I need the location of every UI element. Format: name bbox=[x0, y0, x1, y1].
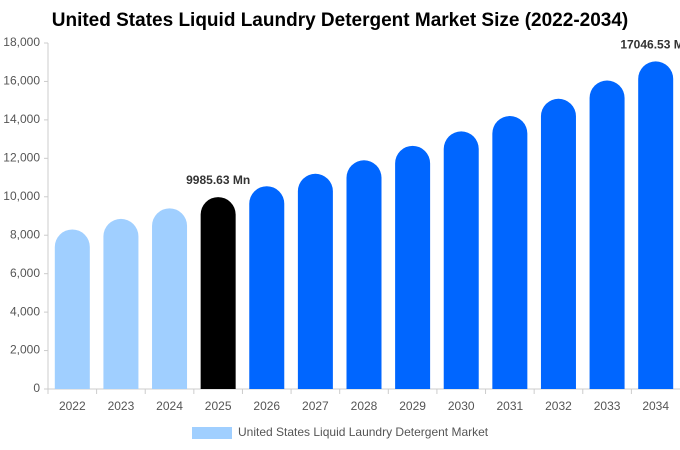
bar bbox=[249, 186, 285, 389]
y-tick-label: 6,000 bbox=[10, 266, 40, 280]
bar bbox=[589, 80, 625, 390]
y-tick-label: 8,000 bbox=[10, 227, 40, 241]
x-tick-label: 2026 bbox=[253, 399, 280, 413]
bar bbox=[103, 218, 139, 389]
y-tick-label: 10,000 bbox=[3, 189, 40, 203]
y-tick-label: 18,000 bbox=[3, 35, 40, 49]
x-tick-label: 2028 bbox=[351, 399, 378, 413]
x-tick-label: 2034 bbox=[642, 399, 669, 413]
bar bbox=[54, 229, 90, 389]
bar bbox=[540, 98, 576, 389]
x-tick-label: 2024 bbox=[156, 399, 183, 413]
y-tick-label: 16,000 bbox=[3, 74, 40, 88]
value-label: 17046.53 Mn bbox=[620, 37, 680, 51]
x-tick-label: 2022 bbox=[59, 399, 86, 413]
bar bbox=[152, 208, 188, 389]
x-tick-label: 2033 bbox=[594, 399, 621, 413]
value-label: 9985.63 Mn bbox=[186, 173, 250, 187]
chart-title: United States Liquid Laundry Detergent M… bbox=[52, 10, 629, 31]
x-tick-label: 2023 bbox=[108, 399, 135, 413]
bar bbox=[297, 173, 333, 389]
x-tick-label: 2027 bbox=[302, 399, 329, 413]
y-tick-label: 2,000 bbox=[10, 343, 40, 357]
x-tick-label: 2029 bbox=[399, 399, 426, 413]
bar bbox=[200, 197, 236, 389]
x-tick-label: 2031 bbox=[496, 399, 523, 413]
legend-swatch bbox=[192, 427, 232, 439]
x-tick-label: 2032 bbox=[545, 399, 572, 413]
bar bbox=[443, 131, 479, 389]
y-tick-label: 0 bbox=[33, 381, 40, 395]
x-tick-label: 2030 bbox=[448, 399, 475, 413]
legend-label: United States Liquid Laundry Detergent M… bbox=[238, 425, 489, 439]
bar bbox=[638, 61, 674, 389]
bar bbox=[395, 145, 431, 389]
y-tick-label: 4,000 bbox=[10, 304, 40, 318]
bar bbox=[492, 116, 528, 389]
bar bbox=[346, 160, 382, 389]
y-tick-label: 12,000 bbox=[3, 151, 40, 165]
x-tick-label: 2025 bbox=[205, 399, 232, 413]
y-tick-label: 14,000 bbox=[3, 112, 40, 126]
